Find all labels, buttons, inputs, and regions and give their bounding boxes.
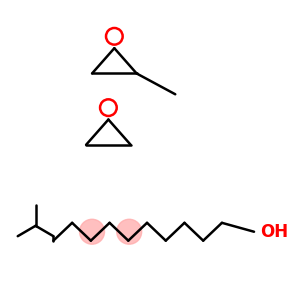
Text: OH: OH bbox=[260, 223, 288, 241]
Circle shape bbox=[80, 219, 104, 244]
Circle shape bbox=[117, 219, 142, 244]
